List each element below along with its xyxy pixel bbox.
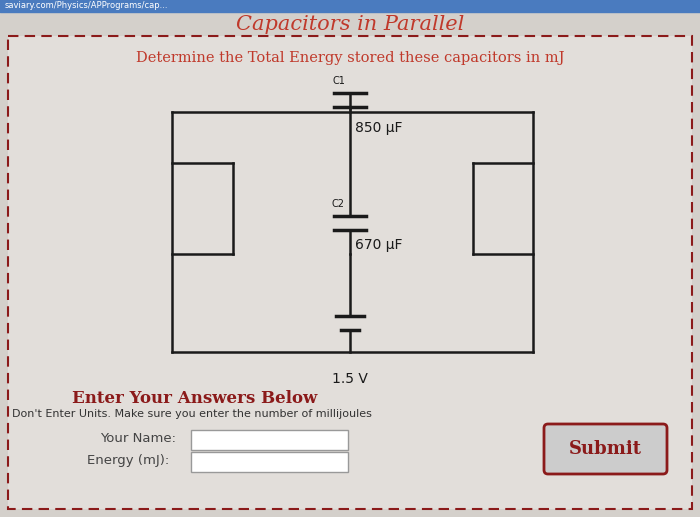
Text: Your Name:: Your Name: — [100, 432, 176, 445]
Text: Capacitors in Parallel: Capacitors in Parallel — [236, 14, 464, 34]
Text: saviary.com/Physics/APPrograms/cap...: saviary.com/Physics/APPrograms/cap... — [5, 2, 169, 10]
Text: 1.5 V: 1.5 V — [332, 372, 368, 386]
Text: 670 μF: 670 μF — [355, 238, 402, 252]
Text: C1: C1 — [332, 76, 345, 86]
Text: C2: C2 — [332, 199, 345, 209]
FancyBboxPatch shape — [191, 430, 348, 450]
FancyBboxPatch shape — [191, 452, 348, 472]
FancyBboxPatch shape — [8, 36, 692, 509]
Text: Energy (mJ):: Energy (mJ): — [87, 454, 169, 467]
Text: Don't Enter Units. Make sure you enter the number of millijoules: Don't Enter Units. Make sure you enter t… — [12, 409, 372, 419]
Text: Determine the Total Energy stored these capacitors in mJ: Determine the Total Energy stored these … — [136, 51, 564, 65]
Text: Enter Your Answers Below: Enter Your Answers Below — [72, 390, 317, 407]
Text: Submit: Submit — [568, 440, 641, 458]
Text: 850 μF: 850 μF — [355, 121, 402, 135]
FancyBboxPatch shape — [544, 424, 667, 474]
